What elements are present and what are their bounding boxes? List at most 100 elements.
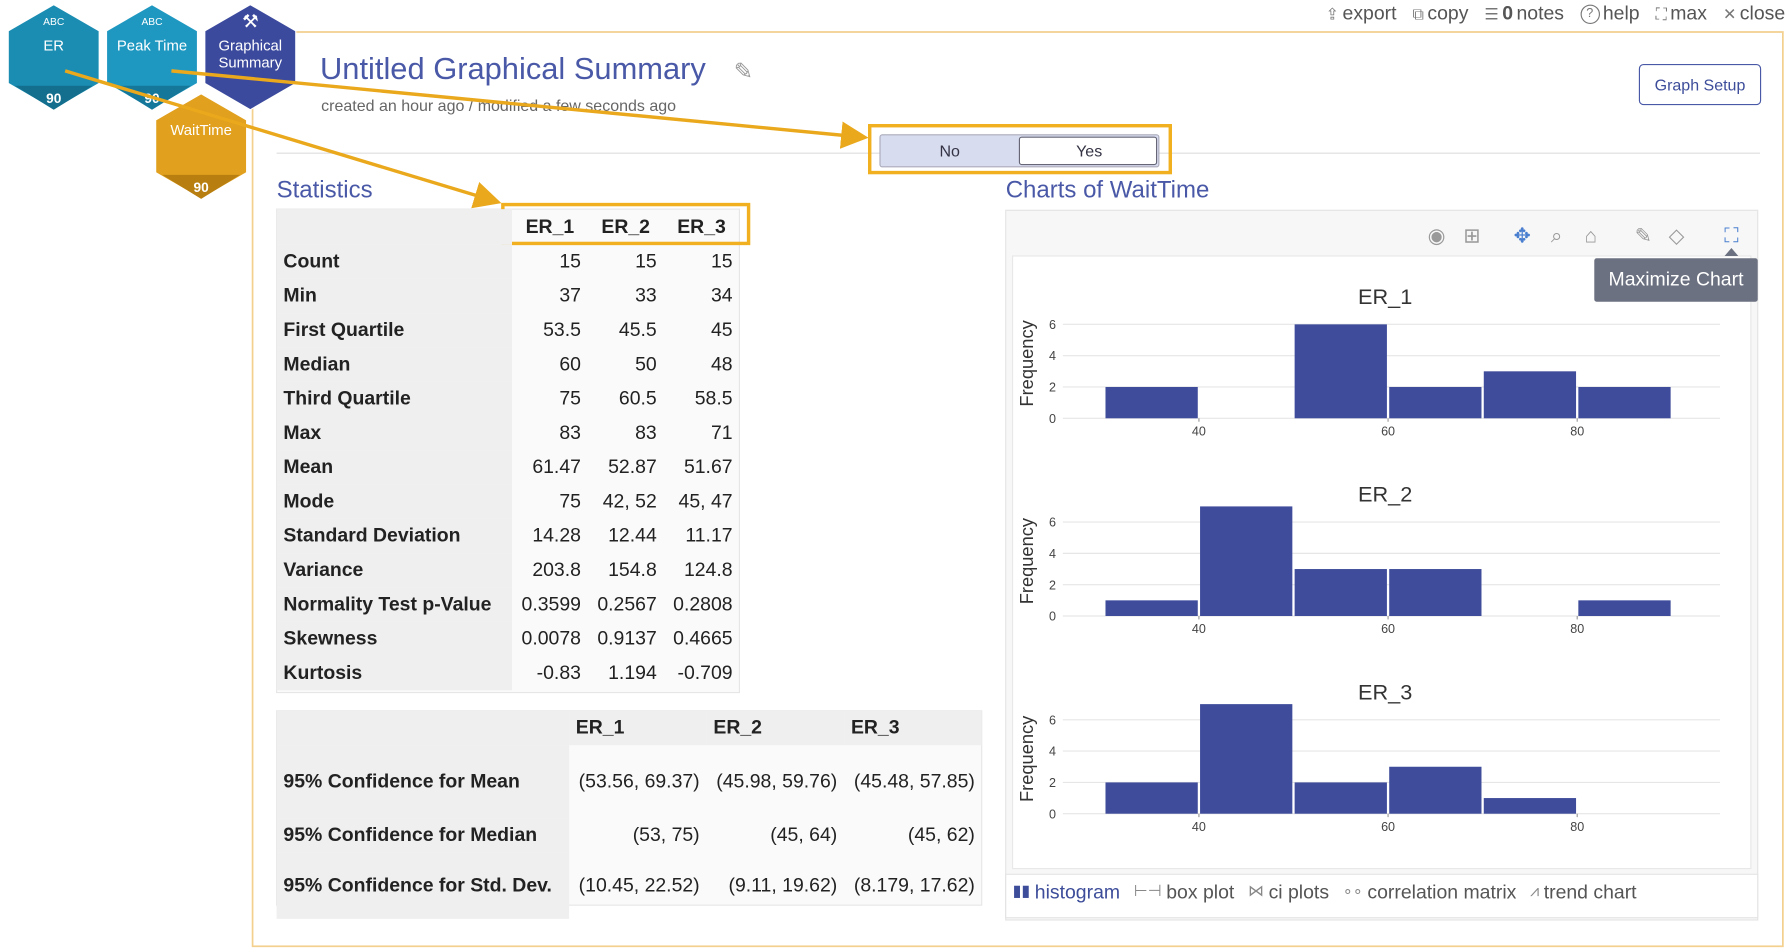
chart-tool-icon: ✥ xyxy=(1514,224,1531,247)
cell: 45 xyxy=(710,318,733,341)
y-tick-label: 2 xyxy=(1049,578,1056,592)
toolbar-button[interactable]: ? help xyxy=(1579,2,1640,25)
column-header: ER_2 xyxy=(601,215,650,238)
edit-icon[interactable]: ✎ xyxy=(733,59,753,85)
chart-tab[interactable]: ▮▮ histogram xyxy=(1013,881,1121,904)
row-label: Variance xyxy=(276,553,512,588)
cell: (45.98, 59.76) xyxy=(716,770,838,792)
row-label: Third Quartile xyxy=(276,381,512,416)
node-icon: ⚒ xyxy=(242,10,258,31)
cell: 0.0078 xyxy=(521,627,581,650)
column-header: ER_3 xyxy=(850,716,900,739)
toolbar-label: notes xyxy=(1516,2,1564,24)
statistics-table: ER_1 ER_2 ER_3 Count 15 15 15 Min 37 33 34 First Qu… xyxy=(276,209,740,691)
row-label: Skewness xyxy=(276,621,512,656)
node-label[interactable]: Peak Time xyxy=(116,36,188,54)
toolbar-label: max xyxy=(1670,2,1707,24)
section-title: Charts of WaitTime xyxy=(1005,177,1210,204)
cell: (45, 62) xyxy=(907,823,975,846)
row-label: 95% Confidence for Median xyxy=(276,818,569,853)
icon: ? xyxy=(1579,3,1600,24)
table-row: Variance 203.8 154.8 124.8 xyxy=(276,553,740,588)
cell: 60.5 xyxy=(618,387,657,410)
histogram-bar xyxy=(1578,386,1671,419)
cell: 45.5 xyxy=(618,318,657,341)
histogram-bar xyxy=(1389,766,1482,814)
node-label[interactable]: ER xyxy=(43,36,65,54)
tab-bar: ▮▮ histogram ⊢⊣ box plot ⋈ ci plots ∘∘ correlat… xyxy=(1013,881,1637,904)
y-tick-label: 4 xyxy=(1049,547,1056,561)
tab-icon: ▮▮ xyxy=(1012,881,1031,900)
toolbar: ⇪ export ⧉ copy ☰ 0 notes? help ⛶ max ✕ close xyxy=(1326,2,1785,25)
tab-icon: ⊢⊣ xyxy=(1133,881,1162,900)
cell: 15 xyxy=(635,250,657,272)
toolbar-button[interactable]: ⧉ copy xyxy=(1413,2,1469,25)
chart-tab[interactable]: ⋈ ci plots xyxy=(1248,881,1329,904)
icon: ☰ xyxy=(1484,3,1499,23)
histogram-bar xyxy=(1578,600,1671,616)
column-header: ER_1 xyxy=(525,215,575,238)
tab-label: ci plots xyxy=(1268,881,1330,903)
toggle-option[interactable]: No xyxy=(939,141,960,160)
node-count: 90 xyxy=(46,91,62,106)
node-label[interactable]: Graphical Summary xyxy=(218,36,283,71)
node-label[interactable]: WaitTime xyxy=(170,121,232,139)
y-tick-label: 2 xyxy=(1049,381,1056,395)
toolbar-label: help xyxy=(1602,2,1640,24)
table-row: Third Quartile 75 60.5 58.5 xyxy=(276,381,740,416)
tab-icon: ⩘ xyxy=(1530,881,1540,900)
toolbar-button[interactable]: ⇪ export xyxy=(1326,2,1397,25)
cell: 58.5 xyxy=(694,387,733,410)
chart-tab[interactable]: ⩘ trend chart xyxy=(1530,881,1636,904)
y-tick-label: 0 xyxy=(1049,610,1056,624)
cell: 15 xyxy=(559,250,581,272)
cell: 124.8 xyxy=(683,558,733,581)
tab-icon: ⋈ xyxy=(1247,881,1264,900)
histogram-bar xyxy=(1294,782,1387,814)
toolbar-label: copy xyxy=(1427,2,1469,24)
histogram-bar xyxy=(1200,704,1293,814)
x-tick-label: 80 xyxy=(1570,820,1584,834)
row-label: 95% Confidence for Mean xyxy=(276,745,569,819)
notes-count: 0 xyxy=(1502,2,1514,24)
graph-setup-button[interactable]: Graph Setup xyxy=(1638,63,1762,106)
chart-title: ER_3 xyxy=(1358,679,1412,704)
icon: ⛶ xyxy=(1655,3,1667,23)
toolbar-button[interactable]: ☰ 0 notes xyxy=(1484,2,1564,25)
cell: 61.47 xyxy=(532,455,581,478)
tab-label: trend chart xyxy=(1543,881,1637,903)
toggle-selected xyxy=(1018,136,1158,166)
histogram-bar xyxy=(1105,600,1198,616)
chart-tool-icon: ✎ xyxy=(1635,224,1652,247)
icon: ⧉ xyxy=(1412,3,1424,23)
table-row: First Quartile 53.5 45.5 45 xyxy=(276,313,740,348)
icon: ⇪ xyxy=(1325,3,1340,23)
chart-title: ER_2 xyxy=(1358,482,1412,507)
chart-tab[interactable]: ∘∘ correlation matrix xyxy=(1343,881,1517,904)
y-axis-label: Frequency xyxy=(1016,715,1037,802)
chart-tab[interactable]: ⊢⊣ box plot xyxy=(1134,881,1235,904)
toolbar-button[interactable]: ⛶ max xyxy=(1656,2,1707,25)
cell: 60 xyxy=(559,353,581,375)
cell: 1.194 xyxy=(608,661,657,684)
y-tick-label: 4 xyxy=(1049,745,1056,759)
cell: 37 xyxy=(559,284,581,307)
x-tick-label: 60 xyxy=(1381,820,1395,834)
cell: (8.179, 17.62) xyxy=(853,874,975,896)
table-row: 95% Confidence for Median (53, 75) (45, 64… xyxy=(276,818,982,853)
row-label: Normality Test p-Value xyxy=(276,587,512,622)
toggle-option[interactable]: Yes xyxy=(1076,141,1103,160)
panel-frame xyxy=(251,31,1784,948)
table-row: Count 15 15 15 xyxy=(276,244,740,279)
cell: (45, 64) xyxy=(770,823,838,846)
cell: 0.9137 xyxy=(597,627,657,650)
row-label: Min xyxy=(276,278,512,314)
table-row: Mode 75 42, 52 45, 47 xyxy=(276,484,740,519)
toolbar-button[interactable]: ✕ close xyxy=(1723,2,1785,25)
x-tick-label: 60 xyxy=(1381,424,1395,438)
y-tick-label: 6 xyxy=(1049,516,1056,530)
histogram-bar xyxy=(1105,386,1198,419)
cell: 0.4665 xyxy=(673,627,733,650)
y-tick-label: 2 xyxy=(1049,776,1056,790)
